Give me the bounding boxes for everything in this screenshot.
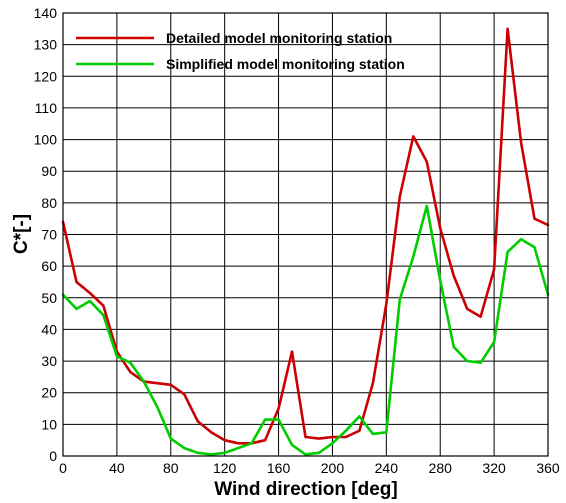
x-tick-label: 200	[321, 460, 345, 476]
y-tick-label: 130	[34, 37, 58, 53]
legend: Detailed model monitoring station Simplif…	[76, 30, 405, 72]
y-tick-label: 20	[41, 385, 57, 401]
x-tick-label: 160	[267, 460, 291, 476]
y-tick-label: 90	[41, 163, 57, 179]
y-tick-label: 40	[41, 321, 57, 337]
y-tick-label: 140	[34, 5, 58, 21]
y-tick-label: 0	[49, 448, 57, 464]
y-tick-label: 30	[41, 353, 57, 369]
x-axis-title: Wind direction [deg]	[214, 479, 397, 500]
y-tick-label: 10	[41, 416, 57, 432]
x-tick-label: 40	[109, 460, 125, 476]
y-tick-label: 110	[35, 100, 58, 116]
y-tick-label: 100	[34, 132, 58, 148]
y-axis-title: C*[-]	[11, 214, 32, 254]
y-tick-label: 120	[34, 68, 58, 84]
axis-ticks: 0 40 80 120 160 200 240 280 320 360 0 10 20 30 40 50 60 7…	[34, 5, 560, 476]
x-tick-label: 0	[59, 460, 67, 476]
series-line-2	[61, 204, 550, 456]
plot-frame	[62, 12, 549, 457]
legend-label-2: Simplified model monitoring station	[166, 56, 405, 72]
y-tick-label: 50	[41, 290, 57, 306]
y-tick-label: 60	[41, 258, 57, 274]
series-lines	[61, 27, 550, 456]
x-tick-label: 240	[375, 460, 399, 476]
y-tick-label: 70	[41, 227, 57, 243]
x-tick-label: 280	[429, 460, 453, 476]
x-tick-label: 120	[213, 460, 237, 476]
x-tick-label: 320	[482, 460, 506, 476]
x-tick-label: 360	[536, 460, 560, 476]
x-tick-label: 80	[163, 460, 179, 476]
y-tick-label: 80	[41, 195, 57, 211]
legend-label-1: Detailed model monitoring station	[166, 30, 392, 46]
